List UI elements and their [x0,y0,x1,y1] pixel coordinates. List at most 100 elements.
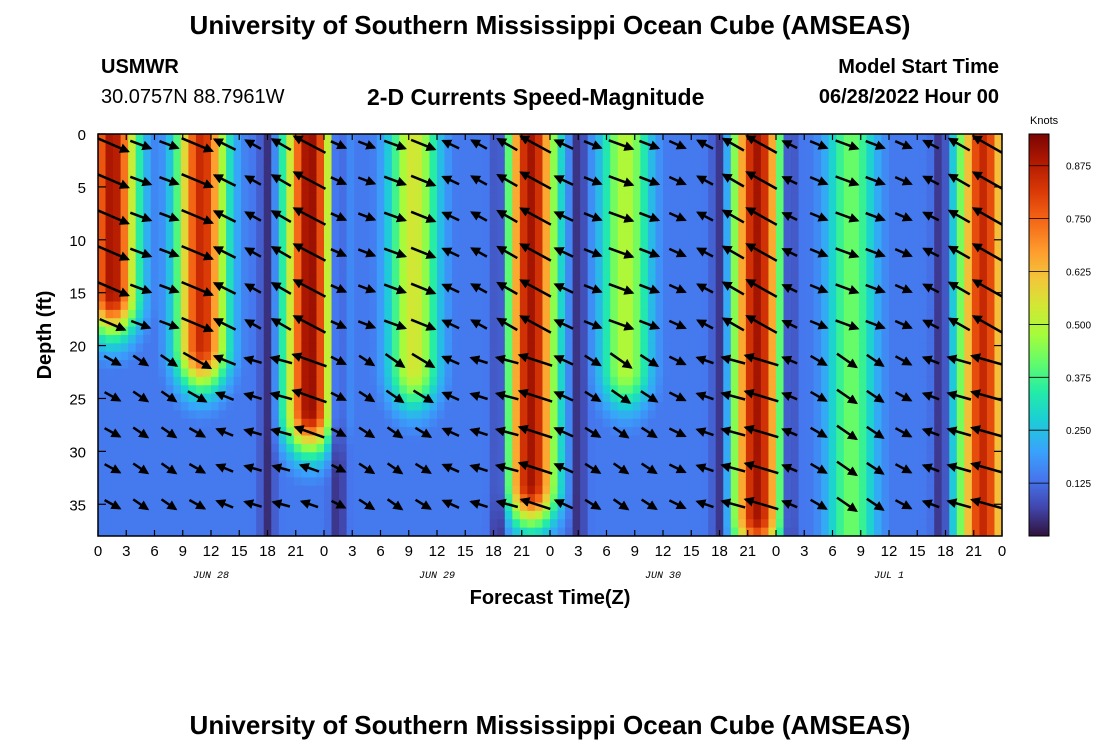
heatmap-cell [369,192,378,202]
heatmap-cell [369,385,378,395]
heatmap-cell [602,335,611,344]
heatmap-cell [625,460,634,470]
station-coordinates: 30.0757N 88.7961W [101,86,285,108]
heatmap-cell [158,217,167,227]
heatmap-cell [708,335,717,344]
heatmap-cell [489,309,498,319]
heatmap-cell [670,502,679,512]
heatmap-cell [843,477,852,487]
heatmap-cell [745,469,754,478]
heatmap-cell [587,376,596,386]
heatmap-cell [678,192,687,202]
heatmap-cell [693,477,702,487]
heatmap-cell [708,410,717,420]
heatmap-cell [685,443,694,453]
heatmap-cell [663,494,672,504]
heatmap-cell [693,159,702,169]
heatmap-cell [278,510,287,520]
heatmap-cell [256,301,265,311]
heatmap-cell [406,234,415,244]
heatmap-cell [369,418,378,428]
heatmap-cell [143,376,152,386]
heatmap-cell [391,309,400,319]
heatmap-cell [429,159,438,169]
heatmap-cell [241,485,250,495]
heatmap-cell [730,477,739,487]
heatmap-cell [663,142,672,152]
heatmap-cell [158,142,167,152]
heatmap-cell [610,309,619,319]
heatmap-cell [293,217,302,227]
heatmap-cell [226,360,235,370]
heatmap-cell [113,418,122,428]
heatmap-cell [791,460,800,470]
heatmap-cell [534,527,544,536]
heatmap-cell [730,510,739,520]
heatmap-cell [324,502,333,512]
heatmap-cell [421,234,431,244]
heatmap-cell [625,402,634,411]
heatmap-cell [301,134,310,143]
heatmap-cell [233,142,242,152]
heatmap-cell [519,217,528,227]
heatmap-cell [557,360,566,370]
heatmap-cell [715,175,724,185]
heatmap-cell [233,494,242,504]
heatmap-cell [640,502,649,512]
heatmap-cell [565,527,574,536]
heatmap-cell [105,167,114,177]
heatmap-cell [233,469,242,478]
heatmap-cell [128,427,137,437]
heatmap-cell [768,351,777,361]
heatmap-cell [670,410,679,420]
heatmap-cell [768,192,777,202]
heatmap-cell [105,326,114,336]
heatmap-cell [346,318,355,328]
heatmap-cell [233,251,242,261]
heatmap-cell [256,150,265,160]
heatmap-cell [610,159,619,169]
heatmap-cell [542,175,551,185]
heatmap-cell [663,410,672,420]
heatmap-cell [723,234,732,244]
heatmap-cell [331,293,340,303]
heatmap-cell [738,134,747,143]
heatmap-cell [670,368,679,378]
heatmap-cell [663,226,672,236]
heatmap-cell [572,410,581,420]
heatmap-cell [753,217,762,227]
heatmap-cell [218,469,227,478]
heatmap-cell [391,494,400,504]
heatmap-cell [776,502,785,512]
heatmap-cell [572,376,581,386]
heatmap-cell [768,343,777,353]
heatmap-cell [98,184,107,194]
heatmap-cell [527,175,536,185]
heatmap-cell [632,376,641,386]
heatmap-cell [98,402,107,411]
heatmap-cell [467,142,476,152]
heatmap-cell [444,150,453,160]
heatmap-cell [776,209,785,219]
heatmap-cell [843,159,852,169]
heatmap-cell [557,385,566,395]
heatmap-cell [776,234,785,244]
heatmap-cell [663,510,672,520]
heatmap-cell [241,259,250,269]
heatmap-cell [286,360,295,370]
heatmap-cell [557,226,566,236]
heatmap-cell [745,376,754,386]
heatmap-cell [512,209,521,219]
heatmap-cell [723,452,732,462]
heatmap-cell [534,217,544,227]
heatmap-cell [226,175,235,185]
heatmap-cell [354,301,363,311]
heatmap-cell [173,226,182,236]
heatmap-cell [459,284,468,294]
heatmap-cell [105,402,114,411]
heatmap-cell [369,234,378,244]
heatmap-cell [873,159,883,169]
heatmap-cell [647,293,657,303]
heatmap-cell [730,502,739,512]
heatmap-cell [361,410,370,420]
